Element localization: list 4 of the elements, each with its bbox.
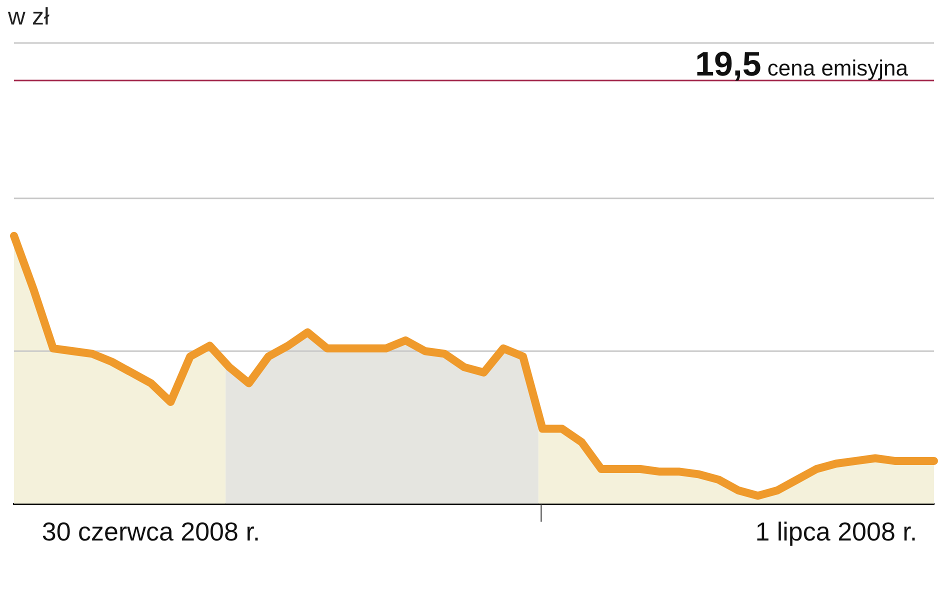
ref-line-label: 19,5 cena emisyjna: [695, 46, 909, 84]
x-tick-label: 1 lipca 2008 r.: [755, 516, 918, 547]
x-tick-label: 30 czerwca 2008 r.: [42, 516, 260, 547]
chart-title: w zł: [7, 4, 50, 31]
